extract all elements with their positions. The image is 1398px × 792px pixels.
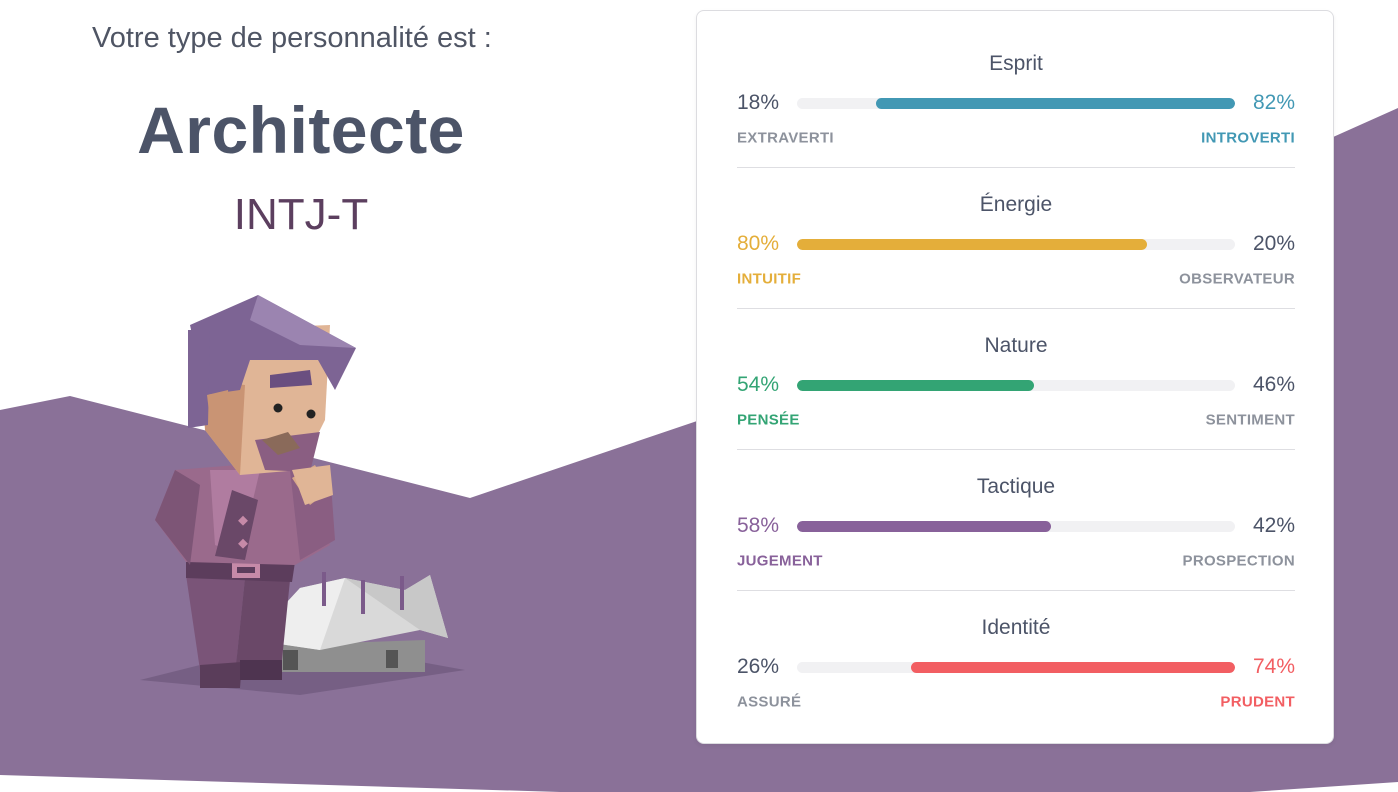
left-percentage: 54% [737, 373, 780, 396]
trait-title: Esprit [989, 52, 1043, 75]
trait-title: Identité [981, 616, 1051, 639]
trait-bar-fill [875, 98, 1235, 109]
left-pole-label: PENSÉE [737, 411, 800, 429]
trait-bar-fill [797, 239, 1148, 250]
type-result-panel: Votre type de personnalité est : Archite… [0, 0, 610, 792]
trait-esprit: Esprit 18% 82% EXTRAVERTI INTROVERTI [737, 26, 1295, 168]
left-percentage: 58% [737, 514, 780, 537]
trait-energie: Énergie 80% 20% INTUITIF OBSERVATEUR [737, 167, 1295, 309]
architect-character-icon [140, 295, 465, 695]
left-pole-label: INTUITIF [737, 270, 802, 288]
right-pole-label: SENTIMENT [1205, 411, 1295, 429]
traits-card: Esprit 18% 82% EXTRAVERTI INTROVERTI Éne… [696, 10, 1334, 744]
right-percentage: 82% [1252, 91, 1295, 114]
trait-identite: Identité 26% 74% ASSURÉ PRUDENT [737, 590, 1295, 731]
right-percentage: 42% [1252, 514, 1295, 537]
right-percentage: 20% [1252, 232, 1295, 255]
left-percentage: 26% [737, 655, 780, 678]
trait-bar-track [797, 98, 1235, 109]
left-percentage: 80% [737, 232, 780, 255]
trait-title: Tactique [976, 475, 1056, 498]
right-percentage: 74% [1252, 655, 1295, 678]
right-pole-label: PROSPECTION [1182, 552, 1295, 570]
trait-bar-fill [797, 521, 1052, 532]
personality-type-code: INTJ-T [233, 190, 369, 239]
personality-type-name: Architecte [137, 93, 465, 167]
right-pole-label: OBSERVATEUR [1179, 270, 1295, 288]
left-pole-label: JUGEMENT [737, 552, 823, 570]
trait-bar-fill [910, 662, 1235, 673]
right-pole-label: PRUDENT [1220, 693, 1295, 711]
right-pole-label: INTROVERTI [1201, 129, 1295, 147]
trait-nature: Nature 54% 46% PENSÉE SENTIMENT [737, 308, 1295, 450]
right-percentage: 46% [1252, 373, 1295, 396]
trait-bar-track [797, 239, 1235, 250]
trait-bar-track [797, 662, 1235, 673]
trait-bar-track [797, 380, 1235, 391]
trait-bar-fill [797, 380, 1034, 391]
intro-text: Votre type de personnalité est : [92, 22, 492, 54]
left-pole-label: EXTRAVERTI [737, 129, 834, 147]
left-pole-label: ASSURÉ [737, 693, 802, 711]
trait-bar-track [797, 521, 1235, 532]
trait-tactique: Tactique 58% 42% JUGEMENT PROSPECTION [737, 449, 1295, 591]
trait-title: Énergie [979, 193, 1053, 216]
left-percentage: 18% [737, 91, 780, 114]
trait-title: Nature [984, 334, 1048, 357]
